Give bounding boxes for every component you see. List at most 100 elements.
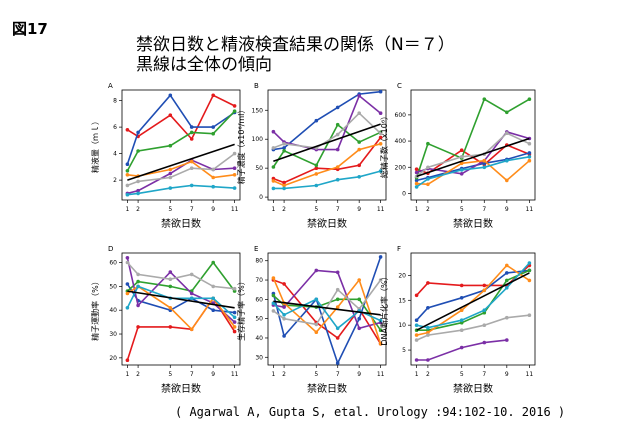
data-point (482, 323, 487, 328)
x-axis-label: 禁欲日数 (453, 382, 493, 395)
x-tick-label: 9 (357, 206, 361, 213)
x-tick-label: 1 (415, 206, 419, 213)
data-point (378, 131, 383, 136)
series-line (416, 264, 530, 336)
data-point (414, 338, 419, 342)
series-line (415, 98, 530, 178)
data-point (189, 183, 194, 188)
data-point (125, 169, 130, 173)
panel-letter: C (397, 82, 402, 90)
data-point (459, 148, 464, 152)
panel-letter: D (108, 245, 113, 253)
data-point (335, 105, 340, 110)
data-point (282, 282, 286, 286)
data-point (414, 185, 419, 189)
data-point (505, 131, 509, 135)
data-point (527, 155, 532, 159)
data-point (282, 183, 286, 188)
data-point (505, 158, 509, 163)
data-point (357, 175, 362, 179)
x-tick-label: 7 (482, 371, 486, 378)
x-axis-label: 禁欲日数 (161, 382, 201, 395)
data-point (505, 110, 509, 115)
y-tick-label: 30 (109, 331, 117, 338)
y-tick-label: 20 (398, 272, 406, 279)
data-point (482, 288, 487, 293)
data-point (335, 165, 340, 169)
data-point (282, 142, 286, 146)
data-point (125, 260, 130, 265)
y-tick-label: 10 (398, 322, 406, 329)
y-axis-label: 精子濃度（x10⁶/ml） (236, 106, 246, 185)
data-point (527, 141, 532, 146)
series-line (272, 256, 382, 366)
data-point (232, 166, 237, 170)
plot-frame (121, 89, 241, 201)
x-tick-label: 11 (377, 206, 385, 213)
x-tick-label: 11 (231, 371, 239, 378)
plot-frame (121, 252, 241, 366)
data-point (357, 297, 362, 302)
x-tick-label: 5 (460, 206, 464, 213)
data-point (314, 268, 319, 273)
x-tick-label: 5 (314, 371, 318, 378)
data-point (168, 277, 173, 282)
data-point (414, 333, 419, 337)
y-tick-label: 60 (255, 296, 263, 303)
y-tick-label: 6 (113, 124, 117, 131)
data-point (282, 149, 286, 153)
data-point (414, 293, 419, 298)
data-point (482, 283, 487, 288)
data-point (314, 172, 319, 176)
data-point (211, 167, 215, 172)
data-point (527, 313, 532, 318)
data-point (211, 296, 215, 301)
y-tick-label: 40 (255, 335, 263, 342)
data-point (232, 325, 237, 329)
data-point (232, 109, 237, 113)
data-point (282, 180, 286, 185)
data-point (357, 140, 362, 144)
y-tick-label: 50 (255, 165, 263, 172)
data-point (527, 97, 532, 101)
y-axis-label: 精子運動率（%） (90, 277, 100, 341)
y-tick-label: 50 (109, 283, 117, 290)
data-point (459, 328, 464, 333)
data-point (426, 358, 430, 362)
y-axis-label: 生存精子率（%） (236, 277, 246, 341)
data-point (482, 165, 487, 170)
data-point (189, 125, 194, 129)
data-point (314, 118, 319, 123)
data-point (232, 286, 237, 291)
data-point (414, 181, 419, 186)
series-line (126, 110, 236, 172)
series-line (272, 277, 382, 345)
x-tick-label: 11 (377, 371, 385, 378)
data-point (168, 143, 173, 148)
series-line (126, 261, 235, 290)
data-point (232, 329, 237, 334)
data-point (378, 278, 383, 282)
series-line (272, 94, 382, 151)
plot-frame (410, 89, 536, 201)
data-point (378, 135, 383, 140)
data-point (232, 173, 237, 177)
data-point (335, 287, 340, 292)
data-point (211, 308, 215, 313)
series-line (273, 143, 381, 187)
data-point (125, 291, 130, 296)
y-tick-label: 0 (402, 190, 406, 197)
data-point (136, 130, 140, 135)
data-point (426, 177, 430, 181)
data-point (232, 151, 237, 156)
data-point (314, 297, 319, 302)
x-tick-label: 7 (190, 206, 194, 213)
data-point (189, 166, 194, 170)
panel-letter: F (397, 245, 401, 253)
x-axis-label: 禁欲日数 (161, 217, 201, 230)
data-point (459, 320, 464, 325)
y-tick-label: 8 (113, 98, 117, 105)
x-tick-label: 5 (460, 371, 464, 378)
y-tick-label: 0 (259, 194, 263, 201)
